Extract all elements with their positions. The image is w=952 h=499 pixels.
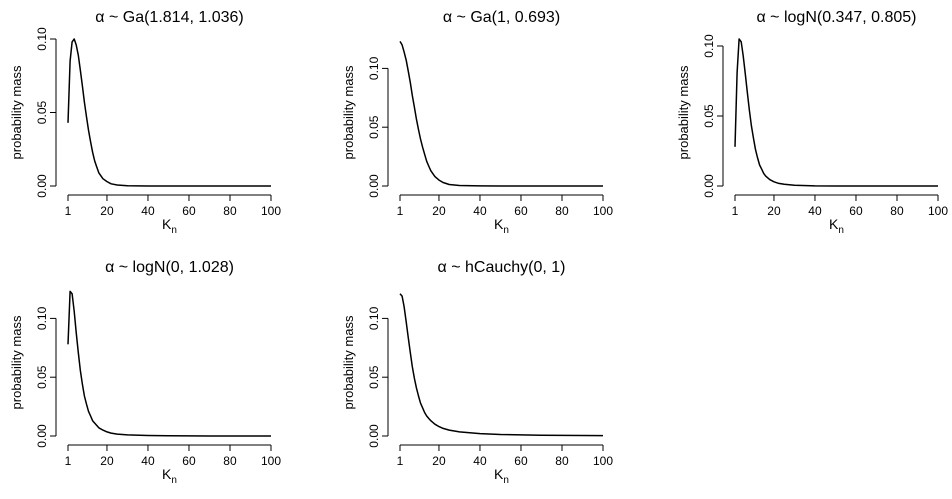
x-axis-label-main: K <box>494 216 504 232</box>
y-tick-label: 0.10 <box>367 306 381 330</box>
x-axis-label: Kn <box>829 216 844 236</box>
series-line <box>399 293 604 437</box>
x-tick-label: 100 <box>261 204 281 218</box>
chart-title: α ~ Ga(1, 0.693) <box>443 9 560 26</box>
x-tick-label: 40 <box>808 204 822 218</box>
y-tick-label: 0.05 <box>367 115 381 139</box>
x-tick-label: 60 <box>514 454 528 468</box>
x-axis-label-subscript: n <box>503 225 509 236</box>
x-tick-label: 60 <box>849 204 863 218</box>
y-tick-label: 0.00 <box>35 424 49 448</box>
x-tick-label: 20 <box>432 454 446 468</box>
x-axis-label-main: K <box>162 216 172 232</box>
chart-title: α ~ logN(0, 1.028) <box>105 259 234 276</box>
chart-panel-5: α ~ hCauchy(0, 1) 1 20 40 60 80 100 Kn 0.00 0.05 0… <box>341 259 613 486</box>
x-tick-label: 1 <box>397 204 404 218</box>
series-line <box>734 38 938 187</box>
y-tick-label: 0.10 <box>35 306 49 330</box>
x-tick-label: 40 <box>473 454 487 468</box>
chart-panel-2: α ~ Ga(1, 0.693) 1 20 40 60 80 100 Kn 0.00 0.05 0.… <box>341 9 613 236</box>
x-axis-label-subscript: n <box>503 475 509 486</box>
x-tick-label: 1 <box>397 454 404 468</box>
x-axis-label-main: K <box>494 466 504 482</box>
y-tick-label: 0.05 <box>702 104 716 128</box>
x-axis-label: Kn <box>162 466 177 486</box>
x-tick-label: 80 <box>555 454 569 468</box>
y-tick-label: 0.10 <box>702 34 716 58</box>
y-axis-label: probability mass <box>9 65 24 159</box>
series-line <box>67 290 271 437</box>
chart-panel-4: α ~ logN(0, 1.028) 1 20 40 60 80 100 Kn 0.00 0.05… <box>9 259 281 486</box>
y-tick-label: 0.05 <box>35 365 49 389</box>
x-tick-label: 80 <box>555 204 569 218</box>
x-tick-label: 100 <box>928 204 948 218</box>
chart-title: α ~ logN(0.347, 0.805) <box>756 9 916 26</box>
x-tick-label: 1 <box>65 454 72 468</box>
y-tick-label: 0.10 <box>367 56 381 80</box>
x-axis-label: Kn <box>162 216 177 236</box>
x-tick-label: 80 <box>890 204 904 218</box>
x-tick-label: 60 <box>182 454 196 468</box>
x-axis-label-main: K <box>829 216 839 232</box>
y-tick-label: 0.00 <box>35 174 49 198</box>
y-tick-label: 0.05 <box>35 100 49 124</box>
x-axis-label: Kn <box>494 466 509 486</box>
y-tick-label: 0.05 <box>367 365 381 389</box>
y-axis-label: probability mass <box>341 65 356 159</box>
x-tick-label: 20 <box>767 204 781 218</box>
x-tick-label: 40 <box>473 204 487 218</box>
y-axis-label: probability mass <box>9 315 24 409</box>
x-tick-label: 20 <box>100 454 114 468</box>
x-tick-label: 100 <box>593 454 613 468</box>
chart-title: α ~ Ga(1.814, 1.036) <box>95 9 243 26</box>
x-tick-label: 1 <box>65 204 72 218</box>
x-tick-label: 40 <box>141 204 155 218</box>
x-axis-label: Kn <box>494 216 509 236</box>
x-tick-label: 20 <box>100 204 114 218</box>
y-tick-label: 0.00 <box>367 174 381 198</box>
x-axis-label-main: K <box>162 466 172 482</box>
x-axis-label-subscript: n <box>171 475 177 486</box>
y-axis-label: probability mass <box>676 65 691 159</box>
chart-title: α ~ hCauchy(0, 1) <box>438 259 566 276</box>
x-axis-label-subscript: n <box>838 225 844 236</box>
x-axis-label-subscript: n <box>171 225 177 236</box>
x-tick-label: 100 <box>261 454 281 468</box>
y-tick-label: 0.10 <box>35 27 49 51</box>
x-tick-label: 80 <box>223 204 237 218</box>
x-tick-label: 100 <box>593 204 613 218</box>
y-axis-label: probability mass <box>341 315 356 409</box>
series-line <box>399 41 603 187</box>
chart-panel-1: α ~ Ga(1.814, 1.036) 1 20 40 60 80 100 Kn 0.00 0.… <box>9 9 281 236</box>
x-tick-label: 60 <box>182 204 196 218</box>
chart-panel-3: α ~ logN(0.347, 0.805) 1 20 40 60 80 100 Kn 0.00… <box>676 9 948 236</box>
x-tick-label: 1 <box>732 204 739 218</box>
x-tick-label: 80 <box>223 454 237 468</box>
x-tick-label: 20 <box>432 204 446 218</box>
series-line <box>67 38 271 187</box>
x-tick-label: 40 <box>141 454 155 468</box>
y-tick-label: 0.00 <box>702 174 716 198</box>
x-tick-label: 60 <box>514 204 528 218</box>
y-tick-label: 0.00 <box>367 424 381 448</box>
